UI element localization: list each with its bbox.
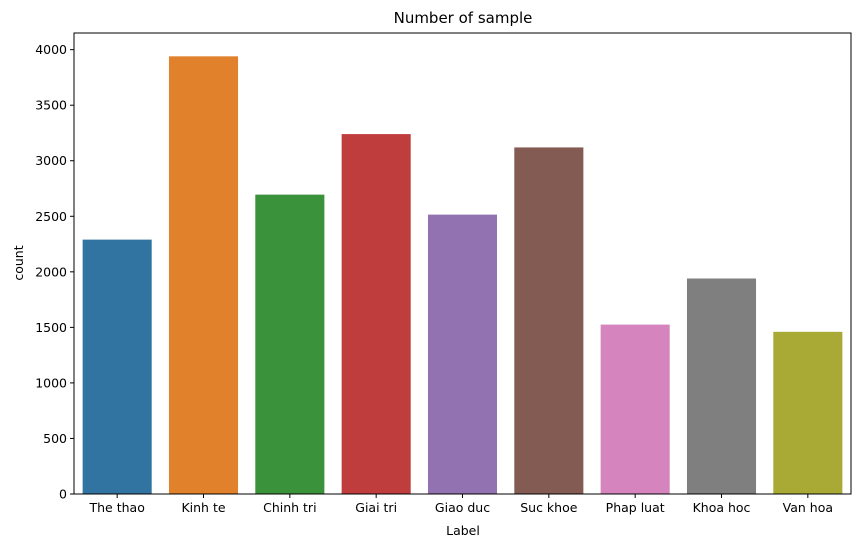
chart-title: Number of sample xyxy=(394,9,533,27)
y-tick-label: 2500 xyxy=(35,209,67,224)
x-tick-label: Chinh tri xyxy=(263,500,316,515)
y-tick-label: 3500 xyxy=(35,98,67,113)
bar-van-hoa xyxy=(773,331,843,494)
y-tick-label: 0 xyxy=(59,487,67,502)
y-tick-label: 3000 xyxy=(35,153,67,168)
bar-phap-luat xyxy=(600,324,670,494)
x-tick-label: The thao xyxy=(88,500,144,515)
x-tick-label: Giai tri xyxy=(355,500,397,515)
x-tick-label: Van hoa xyxy=(783,500,833,515)
y-axis: 0 500 1000 1500 2000 2500 3000 3500 4000 xyxy=(35,42,74,502)
x-tick-label: Phap luat xyxy=(606,500,665,515)
x-tick-label: Giao duc xyxy=(435,500,490,515)
bar-giao-duc xyxy=(427,214,498,494)
bar-suc-khoe xyxy=(514,147,584,495)
y-tick-label: 4000 xyxy=(35,42,67,57)
y-tick-label: 1000 xyxy=(35,375,67,390)
y-tick-label: 1500 xyxy=(35,320,67,335)
y-tick-label: 2000 xyxy=(35,264,67,279)
bar-giai-tri xyxy=(341,134,411,494)
y-tick-label: 500 xyxy=(43,431,67,446)
x-axis: The thao Kinh te Chinh tri Giai tri Giao duc… xyxy=(88,494,833,515)
plot-frame xyxy=(73,32,852,495)
x-axis-label: Label xyxy=(446,523,480,538)
bar-the-thao xyxy=(82,239,152,494)
bar-chinh-tri xyxy=(255,194,325,494)
y-axis-label: count xyxy=(11,245,26,280)
bar-kinh-te xyxy=(168,56,239,494)
bar-khoa-hoc xyxy=(686,278,757,494)
bars-group xyxy=(82,56,843,495)
x-tick-label: Kinh te xyxy=(181,500,225,515)
x-tick-label: Suc khoe xyxy=(520,500,578,515)
x-tick-label: Khoa hoc xyxy=(693,500,751,515)
